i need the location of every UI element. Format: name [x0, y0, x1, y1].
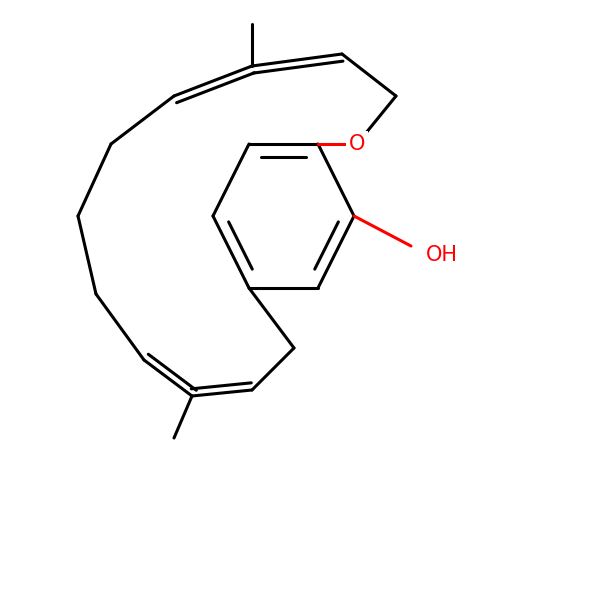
Text: O: O	[349, 134, 365, 154]
Text: OH: OH	[426, 245, 458, 265]
